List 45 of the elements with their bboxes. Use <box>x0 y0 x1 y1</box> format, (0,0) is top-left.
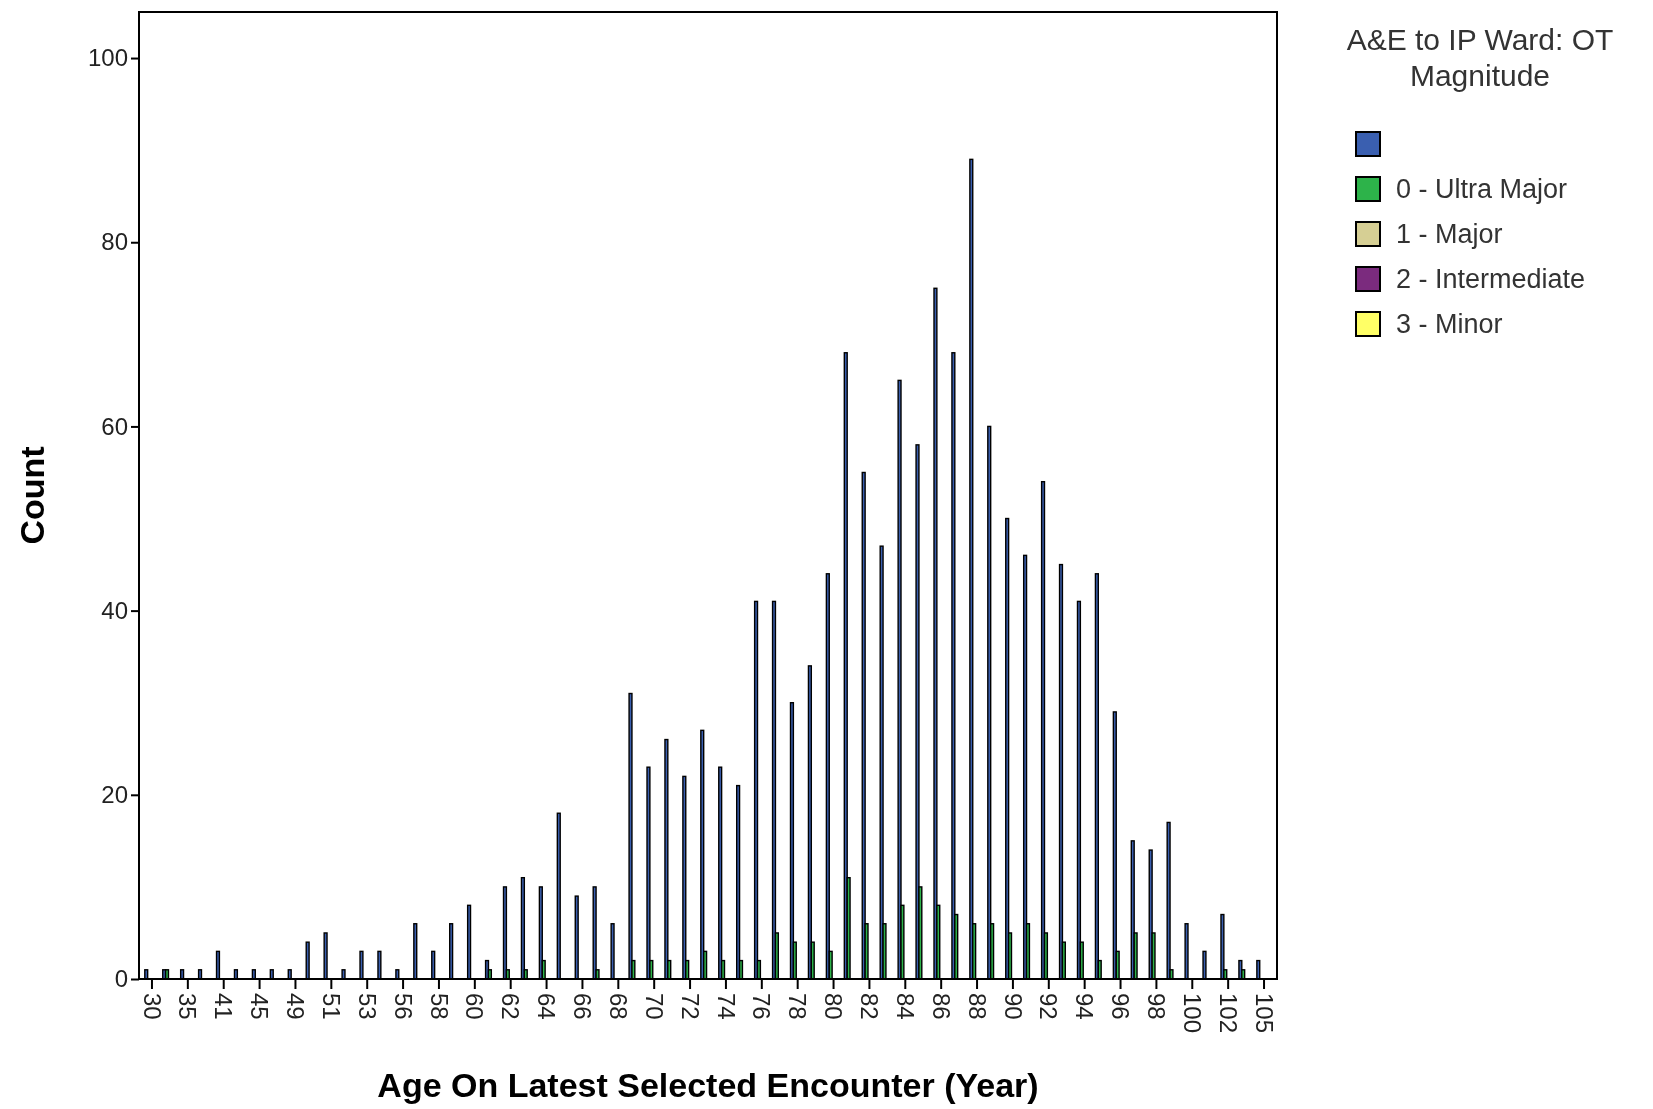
x-tick-label: 60 <box>461 993 489 1020</box>
x-tick-label: 72 <box>676 993 704 1020</box>
x-tick-label: 92 <box>1035 993 1063 1020</box>
y-tick-label: 40 <box>101 596 128 624</box>
x-tick-label: 70 <box>640 993 668 1020</box>
y-tick-label: 100 <box>87 44 128 72</box>
x-tick-label: 76 <box>748 993 776 1020</box>
x-tick-label: 53 <box>353 993 381 1020</box>
x-tick-label: 56 <box>389 993 417 1020</box>
x-tick-label: 84 <box>891 993 919 1020</box>
legend-label: 3 - Minor <box>1396 309 1503 340</box>
y-tick-label: 80 <box>101 228 128 256</box>
x-tick-label: 90 <box>999 993 1027 1020</box>
legend-label: 2 - Intermediate <box>1396 264 1586 295</box>
x-tick-label: 58 <box>425 993 453 1020</box>
x-tick-label: 68 <box>604 993 632 1020</box>
x-tick-label: 41 <box>210 993 238 1020</box>
x-tick-label: 51 <box>317 993 345 1020</box>
x-tick-label: 62 <box>497 993 525 1020</box>
x-tick-label: 88 <box>963 993 991 1020</box>
x-tick-label: 35 <box>174 993 202 1020</box>
x-tick-label: 64 <box>533 993 561 1020</box>
legend-title: A&E to IP Ward: OT Magnitude <box>1346 23 1614 92</box>
y-tick-label: 0 <box>114 965 128 993</box>
x-tick-label: 94 <box>1071 993 1099 1020</box>
x-tick-label: 74 <box>712 993 740 1020</box>
y-tick-label: 20 <box>101 780 128 808</box>
x-tick-label: 49 <box>282 993 310 1020</box>
x-tick-label: 66 <box>569 993 597 1020</box>
x-tick-label: 45 <box>246 993 274 1020</box>
y-tick-label: 60 <box>101 412 128 440</box>
x-axis-title: Age On Latest Selected Encounter (Year) <box>377 1066 1039 1104</box>
x-tick-label: 30 <box>138 993 166 1020</box>
x-tick-label: 100 <box>1178 993 1206 1034</box>
x-tick-label: 96 <box>1107 993 1135 1020</box>
x-tick-label: 78 <box>784 993 812 1020</box>
x-tick-label: 102 <box>1214 993 1242 1034</box>
legend-label: 1 - Major <box>1396 219 1503 250</box>
y-axis-title: Count <box>13 446 51 545</box>
x-tick-label: 82 <box>856 993 884 1020</box>
x-tick-label: 86 <box>927 993 955 1020</box>
x-tick-label: 98 <box>1143 993 1171 1020</box>
x-tick-label: 105 <box>1250 993 1278 1034</box>
legend-label: 0 - Ultra Major <box>1396 174 1568 205</box>
x-tick-label: 80 <box>820 993 848 1020</box>
